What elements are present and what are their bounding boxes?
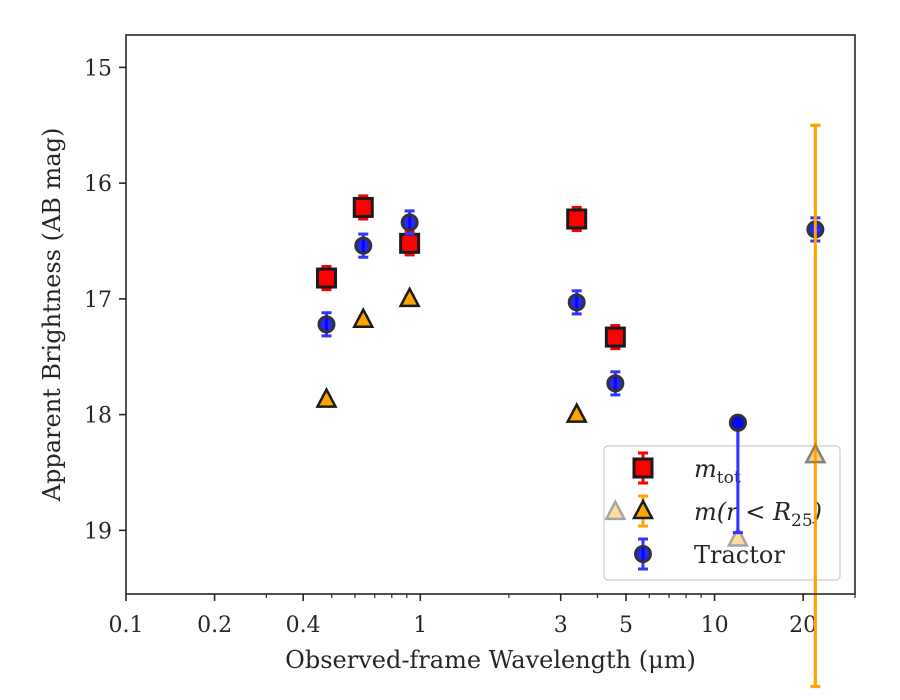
legend-entry: m(r < R25)	[631, 494, 822, 531]
y-tick-label: 18	[84, 404, 112, 429]
data-point-square	[604, 326, 626, 348]
x-axis-label: Observed-frame Wavelength (μm)	[285, 646, 696, 674]
legend-label-main: m	[694, 455, 717, 483]
data-point-square	[399, 232, 421, 254]
data-point-triangle-behind-legend	[604, 499, 627, 521]
legend-marker-square	[632, 457, 654, 479]
x-tick-label: 5	[619, 613, 633, 638]
data-point-circle	[354, 236, 373, 255]
data-point-square	[566, 208, 588, 230]
plot-area	[315, 123, 827, 689]
legend-label-end: )	[812, 498, 822, 526]
y-axis-label: Apparent Brightness (AB mag)	[38, 128, 66, 503]
legend-marker-circle	[634, 545, 652, 563]
legend-entry: Tractor	[634, 537, 785, 571]
legend: mtot m(r < R25) Tractor	[603, 123, 841, 689]
x-tick-label: 3	[554, 613, 568, 638]
error-bar	[810, 123, 821, 689]
data-point-triangle-behind-legend	[726, 525, 749, 547]
data-point-circle	[400, 213, 419, 232]
data-point-triangle	[398, 286, 421, 308]
legend-marker-triangle	[631, 498, 655, 520]
y-tick-label: 17	[84, 288, 112, 313]
legend-box	[603, 445, 841, 581]
data-point-circle	[606, 374, 625, 393]
data-point-triangle-behind-legend	[804, 442, 827, 464]
legend-label: Tractor	[694, 541, 785, 569]
x-tick-label: 0.2	[197, 613, 232, 638]
data-point-square	[352, 196, 374, 218]
x-tick-label: 0.4	[286, 613, 321, 638]
axes: 0.1 0.2 0.4 1 3 5 10 20 15 16 17 18 19	[84, 56, 856, 638]
x-tick-label: 0.1	[109, 613, 144, 638]
x-tick-label: 1	[413, 613, 427, 638]
faded-point	[726, 525, 749, 547]
y-tick-label: 15	[84, 56, 112, 81]
legend-label-subscript: tot	[717, 468, 741, 488]
data-point-circle	[567, 293, 586, 312]
data-point-circle	[317, 315, 336, 334]
data-point-square	[315, 267, 337, 289]
data-point-triangle	[315, 386, 338, 408]
legend-label: m(r < R25)	[694, 498, 822, 531]
y-tick-label: 16	[84, 172, 112, 197]
data-point-triangle	[565, 401, 588, 423]
plot-frame	[125, 34, 856, 595]
data-point-circle	[728, 413, 747, 432]
legend-entry: mtot	[632, 451, 741, 488]
legend-label: mtot	[694, 455, 741, 488]
faded-point	[604, 499, 627, 521]
x-tick-label: 10	[701, 613, 729, 638]
y-tick-label: 19	[84, 519, 112, 544]
data-point-triangle	[352, 307, 375, 328]
faded-point	[804, 442, 827, 464]
legend-label-main: m(r < R	[694, 498, 791, 526]
x-tick-label: 20	[789, 613, 817, 638]
legend-label-subscript: 25	[791, 511, 813, 531]
